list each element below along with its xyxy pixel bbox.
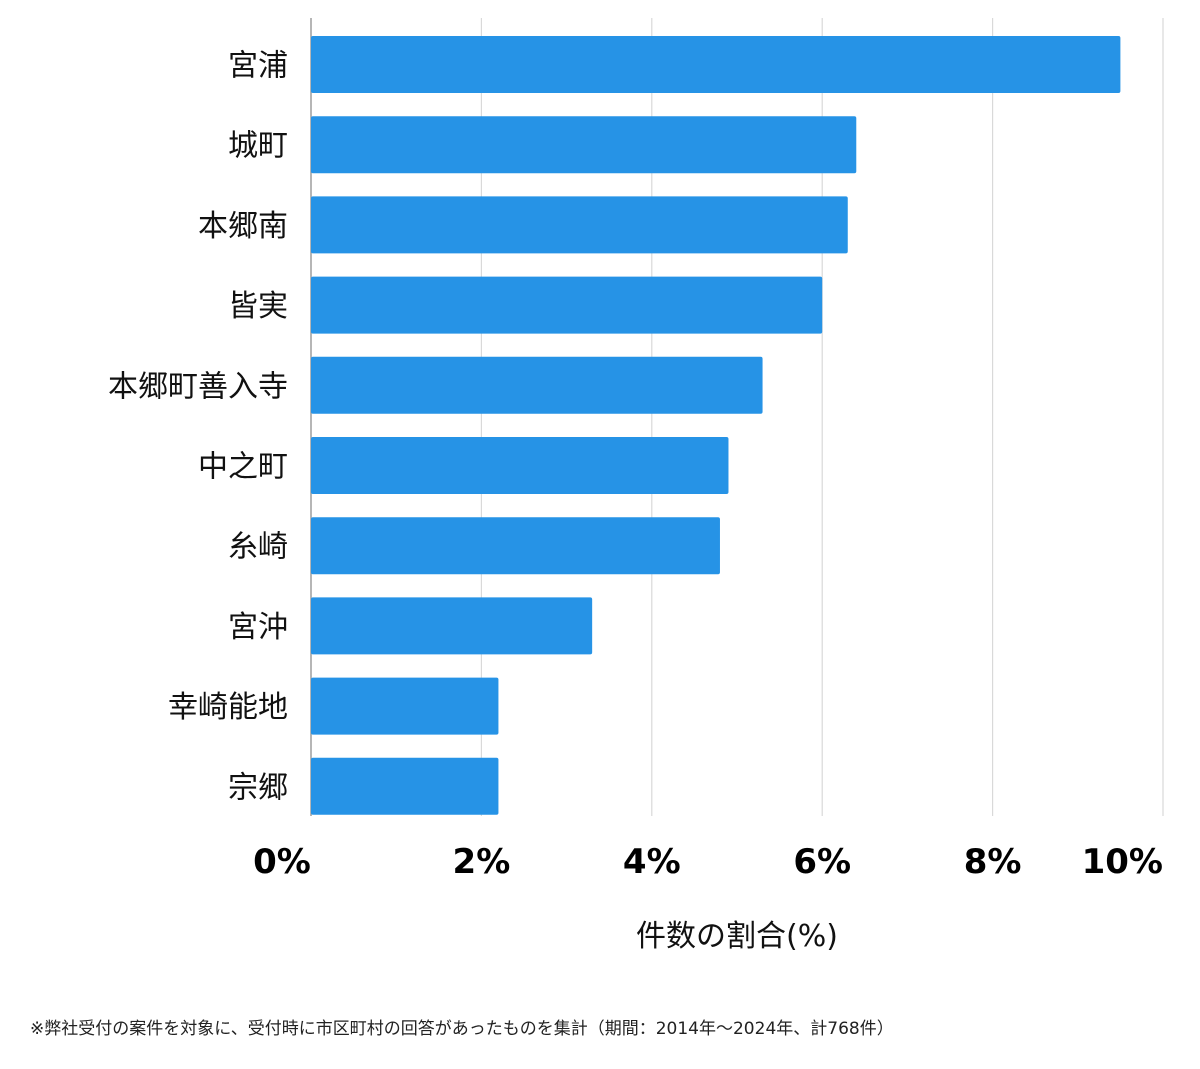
bar xyxy=(311,517,720,575)
bar xyxy=(311,437,729,494)
x-axis-title: 件数の割合(%) xyxy=(636,919,838,954)
bar xyxy=(311,597,593,655)
footnote: ※弊社受付の案件を対象に、受付時に市区町村の回答があったものを集計（期間：201… xyxy=(30,1019,894,1039)
category-label: 宗郷 xyxy=(228,770,288,805)
category-label: 皆実 xyxy=(228,289,288,324)
bar xyxy=(311,757,499,815)
bar xyxy=(311,356,763,414)
category-label: 宮沖 xyxy=(228,610,288,645)
x-tick-label: 8% xyxy=(964,842,1022,882)
category-label: 糸崎 xyxy=(228,530,288,565)
x-tick-label: 0% xyxy=(253,842,311,882)
bar xyxy=(311,196,848,254)
bar xyxy=(311,116,857,174)
bar xyxy=(311,677,499,735)
x-tick-label: 4% xyxy=(623,842,681,882)
x-tick-label: 10% xyxy=(1082,842,1163,882)
category-label: 幸崎能地 xyxy=(168,690,288,725)
category-label: 中之町 xyxy=(198,450,288,485)
category-label: 本郷南 xyxy=(198,209,288,244)
x-tick-labels: 0% 2% 4% 6% 8% 10% xyxy=(253,842,1163,882)
category-label: 城町 xyxy=(228,129,288,164)
bar xyxy=(311,276,823,334)
x-tick-label: 2% xyxy=(453,842,511,882)
category-label: 本郷町善入寺 xyxy=(108,369,288,404)
bar xyxy=(311,36,1121,93)
x-tick-label: 6% xyxy=(793,842,851,882)
category-label: 宮浦 xyxy=(228,49,288,84)
bars xyxy=(311,36,1121,815)
